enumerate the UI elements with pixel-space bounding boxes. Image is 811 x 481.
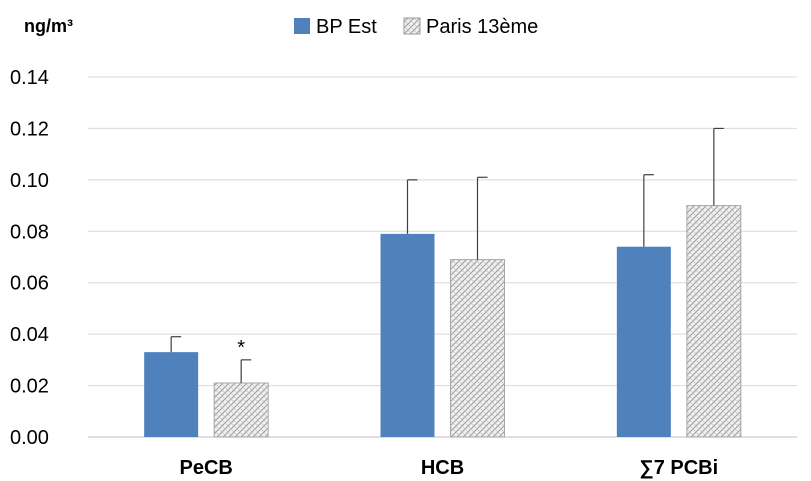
bar-bp-est-pecb [144,352,199,437]
x-category-label: ∑7 PCBi [639,457,718,479]
legend-swatch-bp-est [294,18,310,34]
x-category-label: HCB [421,457,464,479]
x-axis: PeCB HCB ∑7 PCBi [179,457,718,479]
bar-bp-est-hcb [380,233,435,437]
bars: * [144,127,742,438]
legend-label-paris-13eme: Paris 13ème [426,16,538,38]
x-category-label: PeCB [179,457,232,479]
bar-paris-13-me-pecb [213,382,269,438]
bar-paris-13-me-7-pcbi [686,205,742,438]
legend: BP Est Paris 13ème [294,16,538,38]
y-tick-label: 0.10 [10,170,49,192]
bar-bp-est-7-pcbi [616,246,671,437]
y-tick-label: 0.12 [10,118,49,140]
y-tick-label: 0.14 [10,67,49,89]
y-tick-label: 0.00 [10,427,49,449]
y-tick-label: 0.04 [10,324,49,346]
gridlines [88,76,797,438]
y-tick-label: 0.08 [10,221,49,243]
y-axis-unit-label: ng/m³ [24,16,73,36]
y-axis: 0.00 0.02 0.04 0.06 0.08 0.10 0.12 0.14 [10,67,49,449]
legend-label-bp-est: BP Est [316,16,377,38]
y-tick-label: 0.06 [10,273,49,295]
bar-paris-13-me-hcb [450,259,505,438]
significance-marker: * [237,337,245,359]
legend-swatch-paris-13eme [403,17,421,35]
y-tick-label: 0.02 [10,376,49,398]
